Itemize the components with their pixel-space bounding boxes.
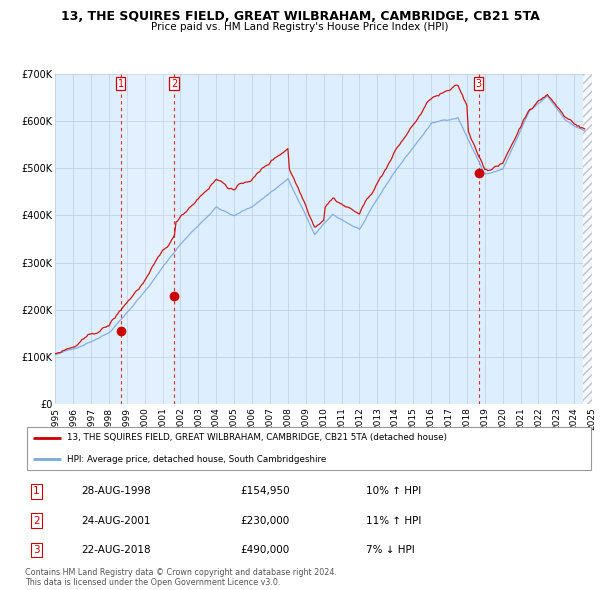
Text: HPI: Average price, detached house, South Cambridgeshire: HPI: Average price, detached house, Sout… — [67, 455, 326, 464]
Text: 22-AUG-2018: 22-AUG-2018 — [81, 545, 151, 555]
Text: 24-AUG-2001: 24-AUG-2001 — [81, 516, 151, 526]
Text: 2: 2 — [33, 516, 40, 526]
Text: £154,950: £154,950 — [241, 486, 290, 496]
Text: £230,000: £230,000 — [241, 516, 290, 526]
Text: 3: 3 — [475, 78, 482, 88]
Text: 3: 3 — [33, 545, 40, 555]
Text: 28-AUG-1998: 28-AUG-1998 — [81, 486, 151, 496]
FancyBboxPatch shape — [27, 427, 591, 470]
Text: 7% ↓ HPI: 7% ↓ HPI — [366, 545, 415, 555]
Text: 13, THE SQUIRES FIELD, GREAT WILBRAHAM, CAMBRIDGE, CB21 5TA: 13, THE SQUIRES FIELD, GREAT WILBRAHAM, … — [61, 10, 539, 23]
Text: 2: 2 — [171, 78, 178, 88]
Bar — [121, 74, 174, 404]
Text: 10% ↑ HPI: 10% ↑ HPI — [366, 486, 421, 496]
Text: Price paid vs. HM Land Registry's House Price Index (HPI): Price paid vs. HM Land Registry's House … — [151, 22, 449, 32]
Text: £490,000: £490,000 — [241, 545, 290, 555]
Bar — [583, 74, 592, 404]
Text: 1: 1 — [118, 78, 124, 88]
Text: Contains HM Land Registry data © Crown copyright and database right 2024.
This d: Contains HM Land Registry data © Crown c… — [25, 568, 337, 587]
Text: 13, THE SQUIRES FIELD, GREAT WILBRAHAM, CAMBRIDGE, CB21 5TA (detached house): 13, THE SQUIRES FIELD, GREAT WILBRAHAM, … — [67, 433, 447, 442]
Text: 11% ↑ HPI: 11% ↑ HPI — [366, 516, 421, 526]
Text: 1: 1 — [33, 486, 40, 496]
